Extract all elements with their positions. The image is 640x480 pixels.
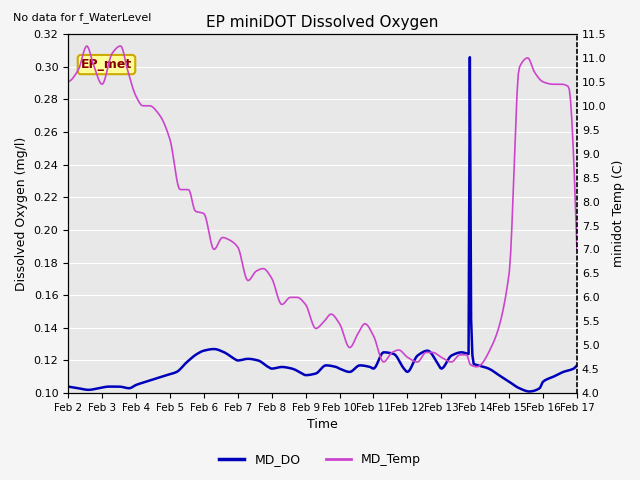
MD_DO [230,356,238,361]
MD_Temp [232,241,239,247]
Y-axis label: minidot Temp (C): minidot Temp (C) [612,160,625,267]
Line: MD_DO: MD_DO [68,57,577,392]
X-axis label: Time: Time [307,419,338,432]
MD_Temp [64,79,72,84]
MD_Temp [573,247,580,252]
Y-axis label: Dissolved Oxygen (mg/l): Dissolved Oxygen (mg/l) [15,136,28,291]
Text: No data for f_WaterLevel: No data for f_WaterLevel [13,12,151,23]
MD_DO [431,357,439,363]
MD_Temp [435,353,443,359]
MD_DO [266,365,273,371]
Legend: MD_DO, MD_Temp: MD_DO, MD_Temp [214,448,426,471]
MD_Temp [116,43,124,49]
MD_DO [125,385,133,391]
MD_Temp [127,78,134,84]
MD_DO [573,362,580,368]
MD_Temp [267,274,275,280]
MD_DO [434,361,442,367]
Text: EP_met: EP_met [81,58,132,71]
Title: EP miniDOT Dissolved Oxygen: EP miniDOT Dissolved Oxygen [206,15,439,30]
MD_Temp [386,352,394,358]
MD_Temp [433,351,440,357]
MD_DO [64,384,72,389]
MD_DO [385,350,392,356]
MD_DO [466,54,474,60]
Line: MD_Temp: MD_Temp [68,46,577,367]
MD_Temp [472,364,480,370]
MD_DO [526,389,534,395]
